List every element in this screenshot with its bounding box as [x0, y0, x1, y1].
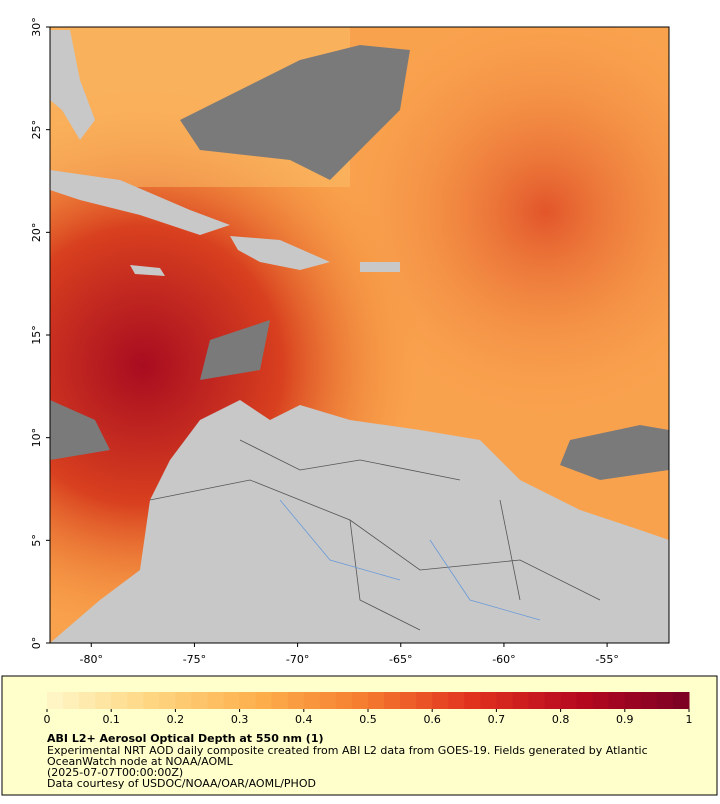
- colorbar-segment: [592, 692, 610, 709]
- colorbar-segment: [143, 692, 160, 709]
- colorbar-segment: [576, 692, 594, 709]
- caption-line: Data courtesy of USDOC/NOAA/OAR/AOML/PHO…: [47, 777, 316, 790]
- x-tick-label: -80°: [80, 653, 103, 666]
- colorbar-segment: [95, 692, 112, 709]
- colorbar-segment: [528, 692, 546, 709]
- colorbar-segment: [544, 692, 562, 709]
- x-tick-label: -65°: [389, 653, 412, 666]
- x-tick-label: -60°: [492, 653, 515, 666]
- colorbar-tick-label: 0: [44, 713, 51, 726]
- y-tick-label: 5°: [30, 534, 43, 547]
- colorbar-segment: [175, 692, 192, 709]
- colorbar-segment: [608, 692, 626, 709]
- colorbar-tick-label: 0.4: [295, 713, 313, 726]
- colorbar-segment: [47, 692, 64, 709]
- y-tick-label: 25°: [30, 120, 43, 140]
- colorbar-tick-label: 0.3: [231, 713, 249, 726]
- colorbar-tick-label: 0.1: [102, 713, 120, 726]
- colorbar-tick-label: 0.6: [423, 713, 441, 726]
- caption-line: Experimental NRT AOD daily composite cre…: [47, 744, 648, 757]
- colorbar-segment: [400, 692, 417, 709]
- colorbar-segment: [207, 692, 225, 709]
- x-tick-label: -70°: [286, 653, 309, 666]
- colorbar-tick-label: 0.9: [616, 713, 634, 726]
- colorbar-segment: [512, 692, 529, 709]
- colorbar-segment: [560, 692, 578, 709]
- colorbar-segment: [672, 692, 690, 709]
- colorbar-segment: [368, 692, 385, 709]
- colorbar-segment: [111, 692, 128, 709]
- x-tick-label: -75°: [183, 653, 206, 666]
- colorbar-tick-label: 0.7: [488, 713, 506, 726]
- colorbar-segment: [416, 692, 433, 709]
- colorbar-segment: [271, 692, 289, 709]
- colorbar-tick-label: 0.2: [167, 713, 185, 726]
- caption-line: OceanWatch node at NOAA/AOML: [47, 755, 234, 768]
- colorbar-segment: [384, 692, 401, 709]
- y-tick-label: 30°: [30, 17, 43, 37]
- caption-title: ABI L2+ Aerosol Optical Depth at 550 nm …: [47, 732, 324, 745]
- colorbar-segment: [496, 692, 513, 709]
- colorbar-segment: [255, 692, 273, 709]
- colorbar-segment: [351, 692, 369, 709]
- colorbar-segment: [223, 692, 241, 709]
- colorbar-segment: [624, 692, 642, 709]
- colorbar-segment: [127, 692, 144, 709]
- colorbar-segment: [640, 692, 658, 709]
- y-tick-label: 0°: [30, 637, 43, 650]
- y-tick-label: 15°: [30, 325, 43, 345]
- caption-line: (2025-07-07T00:00:00Z): [47, 766, 183, 779]
- colorbar-segment: [191, 692, 208, 709]
- y-tick-label: 20°: [30, 223, 43, 243]
- colorbar-segment: [159, 692, 176, 709]
- colorbar-tick-label: 0.5: [359, 713, 377, 726]
- colorbar-segment: [287, 692, 305, 709]
- colorbar-segment: [319, 692, 337, 709]
- colorbar-segment: [656, 692, 674, 709]
- colorbar-segment: [464, 692, 481, 709]
- colorbar-tick-label: 0.8: [552, 713, 570, 726]
- colorbar-segment: [239, 692, 257, 709]
- colorbar-tick-label: 1: [686, 713, 693, 726]
- colorbar-segment: [480, 692, 497, 709]
- colorbar-segment: [432, 692, 449, 709]
- colorbar-segment: [63, 692, 80, 709]
- colorbar-segment: [335, 692, 353, 709]
- map-image: [49, 26, 670, 644]
- y-tick-label: 10°: [30, 428, 43, 448]
- x-tick-label: -55°: [595, 653, 618, 666]
- colorbar-segment: [303, 692, 321, 709]
- colorbar-segment: [79, 692, 96, 709]
- colorbar-segment: [448, 692, 465, 709]
